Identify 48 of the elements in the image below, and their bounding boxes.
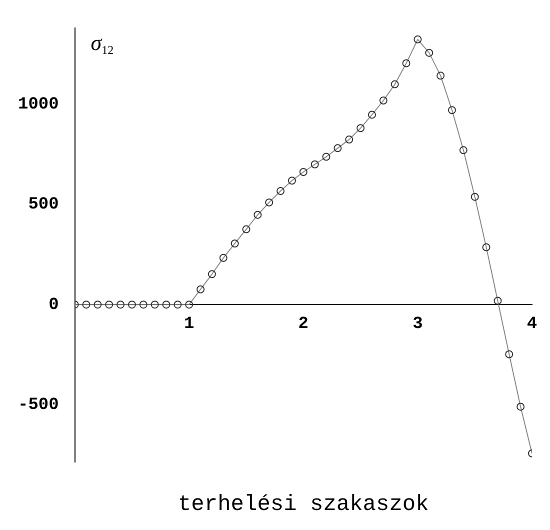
point	[150, 300, 159, 309]
point	[470, 192, 479, 201]
point	[288, 176, 296, 185]
point	[139, 300, 148, 309]
point	[494, 296, 502, 305]
point	[128, 300, 136, 309]
point	[310, 160, 319, 168]
point	[448, 106, 456, 114]
point	[208, 270, 216, 278]
point	[516, 402, 525, 411]
point	[105, 300, 114, 309]
point	[196, 285, 205, 294]
point	[219, 254, 228, 262]
point	[265, 198, 274, 206]
point	[505, 350, 514, 358]
y-tick-label: 500	[28, 196, 59, 215]
y-tick-label: 1000	[18, 96, 59, 115]
point	[356, 124, 365, 132]
point	[368, 110, 376, 119]
point	[334, 144, 342, 152]
y-tick-label: 0	[48, 296, 59, 315]
point	[482, 243, 490, 252]
point	[299, 168, 308, 176]
point	[379, 96, 388, 104]
point	[345, 136, 354, 144]
y-tick-label: -500	[18, 396, 59, 415]
point	[94, 300, 102, 309]
x-tick-label: 4	[526, 315, 538, 334]
point	[162, 300, 170, 309]
point	[230, 240, 239, 248]
point	[185, 300, 194, 309]
point	[414, 35, 422, 44]
point	[276, 187, 285, 196]
point	[459, 146, 468, 154]
point	[82, 300, 90, 309]
point	[425, 48, 434, 57]
x-axis-title: terhelési szakaszok	[178, 492, 429, 517]
point	[436, 72, 445, 80]
point	[116, 300, 125, 309]
point	[390, 80, 399, 88]
x-tick-label: 3	[412, 315, 423, 334]
point	[242, 225, 250, 234]
x-tick-label: 2	[298, 315, 309, 334]
point	[174, 300, 182, 309]
point	[322, 152, 330, 161]
x-tick-label: 1	[184, 315, 194, 334]
point	[402, 59, 410, 68]
point	[254, 210, 262, 219]
